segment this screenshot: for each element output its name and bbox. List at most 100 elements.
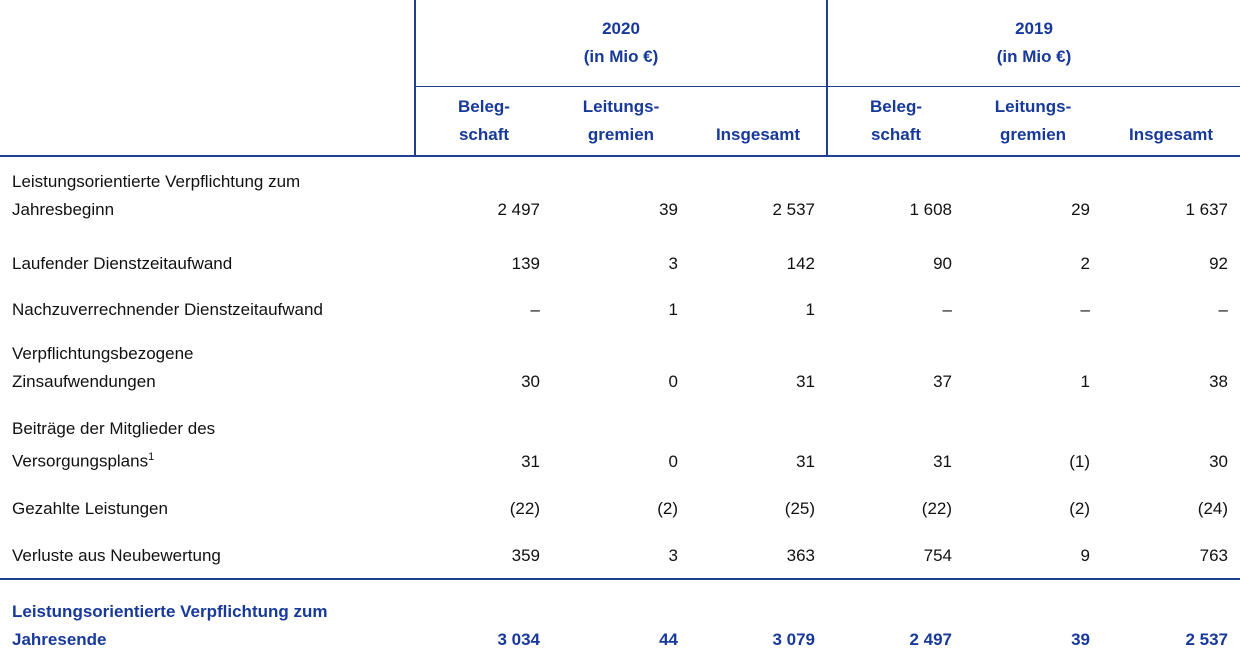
column-header-line: gremien — [587, 125, 655, 144]
value-cell: 763 — [1199, 546, 1229, 565]
value-cell: (25) — [784, 499, 816, 518]
row-label-line: Leistungsorientierte Verpflichtung zum — [12, 172, 301, 191]
value-cell: 2 537 — [772, 200, 816, 219]
row-label-line: Nachzuverrechnender Dienstzeitaufwand — [12, 300, 323, 319]
value-cell: 3 034 — [415, 578, 552, 660]
value-cell: 1 637 — [1185, 200, 1229, 219]
value-cell: 90 — [933, 254, 953, 273]
value-cell: 39 — [964, 578, 1103, 660]
table-row: Leistungsorientierte Verpflichtung zum Ja… — [0, 156, 1240, 232]
column-header-line: Beleg- — [458, 97, 510, 116]
table-row: Verpflichtungsbezogene Zinsaufwendungen 30… — [0, 332, 1240, 404]
value-cell: 3 — [668, 254, 678, 273]
value-cell: 0 — [668, 452, 678, 471]
value-cell: 39 — [659, 200, 678, 219]
column-header: Leitungs-gremien — [964, 86, 1103, 157]
value-cell: 1 — [805, 300, 816, 319]
row-label-line: Zinsaufwendungen — [12, 372, 156, 391]
footnote-mark: 1 — [148, 451, 155, 464]
row-label: Leistungsorientierte Verpflichtung zum Ja… — [0, 578, 415, 660]
row-label: Beiträge der Mitglieder des Versorgungspl… — [0, 404, 415, 484]
table-row: Leistungsorientierte Verpflichtung zum Ja… — [0, 578, 1240, 660]
group-header: 2019 (in Mio €) — [826, 0, 1240, 87]
value-cell: 31 — [521, 452, 540, 471]
group-year: 2020 — [602, 19, 640, 38]
value-cell: 1 608 — [909, 200, 953, 219]
table-row: Gezahlte Leistungen (22) (2) (25) (22) (2) (24… — [0, 484, 1240, 531]
row-label-line: Verpflichtungsbezogene — [12, 344, 194, 363]
value-cell: – — [530, 300, 540, 319]
table-row: Laufender Dienstzeitaufwand 139 3 142 90 2 92 — [0, 232, 1240, 286]
value-cell: (1) — [1069, 452, 1091, 471]
value-cell: 139 — [511, 254, 540, 273]
header-row: 2020 (in Mio €) 2019 (in Mio €) — [0, 0, 1240, 87]
row-label-line: Versorgungsplans — [12, 452, 149, 471]
column-header-line: gremien — [999, 125, 1067, 144]
group-unit: (in Mio €) — [996, 47, 1072, 66]
row-label-line: Beiträge der Mitglieder des — [12, 419, 216, 439]
column-header: Beleg-schaft — [414, 86, 552, 157]
value-cell: 31 — [796, 372, 816, 391]
row-label-line: Jahresende — [12, 630, 107, 649]
value-cell: 37 — [933, 372, 953, 391]
value-cell: 2 537 — [1102, 578, 1240, 660]
value-cell: 2 497 — [827, 578, 965, 660]
value-cell: 31 — [796, 452, 816, 471]
value-cell: 30 — [521, 372, 540, 391]
corner-cell — [0, 86, 415, 157]
value-cell: 2 497 — [497, 200, 540, 219]
column-header: Insgesamt — [690, 86, 828, 157]
value-cell: – — [1218, 300, 1229, 319]
value-cell: 2 — [1080, 254, 1091, 273]
value-cell: – — [942, 300, 953, 319]
value-cell: (2) — [1069, 499, 1091, 518]
value-cell: (24) — [1197, 499, 1229, 518]
row-label: Verluste aus Neubewertung — [0, 531, 415, 579]
table-row: Verluste aus Neubewertung 359 3 363 754 9 763 — [0, 531, 1240, 579]
value-cell: (22) — [509, 499, 540, 518]
row-label: Leistungsorientierte Verpflichtung zum Ja… — [0, 156, 415, 232]
value-cell: 30 — [1209, 452, 1229, 471]
value-cell: 44 — [552, 578, 690, 660]
value-cell: 1 — [1080, 372, 1091, 391]
value-cell: (2) — [657, 499, 678, 518]
row-label-line: Gezahlte Leistungen — [12, 499, 168, 518]
value-cell: 363 — [786, 546, 816, 565]
header-row: Beleg-schaft Leitungs-gremien Insgesamt Bel… — [0, 86, 1240, 157]
value-cell: 754 — [923, 546, 953, 565]
value-cell: 31 — [933, 452, 953, 471]
value-cell: 0 — [668, 372, 678, 391]
column-header-line: Insgesamt — [715, 125, 801, 144]
value-cell: 9 — [1080, 546, 1091, 565]
group-unit: (in Mio €) — [583, 47, 659, 66]
value-cell: 1 — [668, 300, 678, 319]
value-cell: 142 — [786, 254, 816, 273]
table-row: Nachzuverrechnender Dienstzeitaufwand – 1 1… — [0, 286, 1240, 332]
value-cell: 359 — [511, 546, 540, 565]
column-header-line: Beleg- — [870, 97, 922, 116]
group-year: 2019 — [1015, 19, 1053, 38]
value-cell: 3 — [668, 546, 678, 565]
column-header: Leitungs-gremien — [552, 86, 690, 157]
row-label-line: Jahresbeginn — [12, 200, 115, 219]
row-label: Gezahlte Leistungen — [0, 484, 415, 531]
table-row: Beiträge der Mitglieder des Versorgungspl… — [0, 404, 1240, 484]
row-label-line: Leistungsorientierte Verpflichtung zum — [12, 602, 328, 621]
row-label: Nachzuverrechnender Dienstzeitaufwand — [0, 286, 415, 332]
row-label: Laufender Dienstzeitaufwand — [0, 232, 415, 286]
value-cell: 29 — [1071, 200, 1091, 219]
value-cell: (22) — [921, 499, 953, 518]
value-cell: 38 — [1209, 372, 1229, 391]
column-header-line: Leitungs- — [994, 97, 1072, 116]
corner-cell — [0, 0, 415, 87]
group-header: 2020 (in Mio €) — [413, 0, 828, 87]
row-label-line: Laufender Dienstzeitaufwand — [12, 254, 233, 273]
column-header-line: schaft — [870, 125, 922, 144]
row-label-line: Verluste aus Neubewertung — [12, 546, 221, 565]
row-label: Verpflichtungsbezogene Zinsaufwendungen — [0, 332, 415, 404]
column-header-line: schaft — [458, 125, 510, 144]
column-header: Beleg-schaft — [826, 86, 965, 157]
